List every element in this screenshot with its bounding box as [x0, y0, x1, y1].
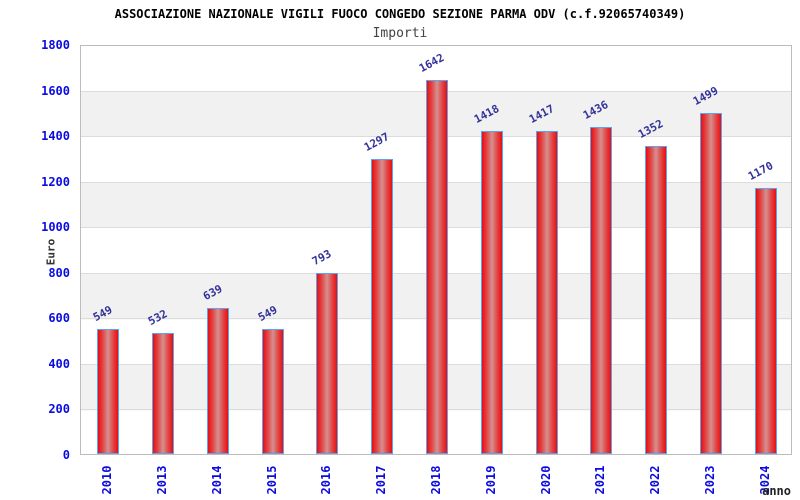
bar-value-label: 793: [310, 247, 334, 269]
bar-2022: [645, 146, 668, 454]
y-tick-label: 1400: [41, 129, 70, 144]
bar-value-label: 1352: [635, 117, 666, 142]
bar-value-label: 1297: [362, 129, 392, 154]
bar-2015: [261, 328, 284, 454]
x-tick-label: 2021: [593, 465, 608, 495]
bar-value-label: 549: [91, 303, 115, 324]
x-tick-label: 2019: [483, 465, 498, 495]
bar-2023: [699, 112, 722, 454]
y-tick-label: 800: [48, 265, 70, 280]
x-tick-label: 2013: [155, 465, 170, 495]
bar-slot-2016: 793: [300, 46, 355, 454]
bar-slot-2017: 1297: [355, 46, 410, 454]
y-axis-title: Euro: [44, 238, 58, 266]
chart-subtitle: Importi: [372, 26, 428, 41]
bar-slot-2022: 1352: [629, 46, 684, 454]
bar-2020: [535, 131, 558, 454]
bar-value-label: 1436: [581, 98, 611, 122]
x-tick-label: 2020: [538, 465, 553, 495]
x-tick-label: 2010: [100, 465, 115, 495]
bar-slot-2013: 532: [136, 46, 191, 454]
bar-value-label: 1170: [745, 158, 775, 183]
y-tick-label: 1800: [41, 38, 70, 52]
y-tick-label: 1600: [41, 83, 70, 98]
x-tick-label: 2018: [429, 465, 443, 495]
y-tick-label: 400: [48, 356, 70, 371]
bar-slot-2024: 1170: [738, 46, 793, 454]
bar-slot-2018: 1642: [410, 46, 465, 454]
bar-value-label: 532: [146, 307, 170, 328]
x-tick-label: 2017: [374, 465, 389, 495]
bar-2016: [316, 273, 339, 454]
bar-2014: [206, 308, 229, 454]
bar-slot-2019: 1418: [464, 46, 519, 454]
y-tick-label: 0: [62, 448, 70, 462]
bar-value-label: 1499: [690, 83, 721, 108]
bar-2017: [371, 158, 394, 454]
bar-2021: [590, 126, 613, 454]
x-tick-label: 2014: [209, 465, 224, 495]
bar-2019: [480, 131, 503, 454]
bar-2024: [754, 187, 777, 454]
bar-value-label: 639: [200, 282, 225, 304]
bar-slot-2015: 549: [245, 46, 300, 454]
bar-value-label: 1642: [416, 51, 447, 75]
chart-title: ASSOCIAZIONE NAZIONALE VIGILI FUOCO CONG…: [114, 7, 686, 21]
bar-slot-2014: 639: [191, 46, 246, 454]
bar-2013: [152, 332, 175, 454]
y-tick-label: 200: [48, 402, 70, 417]
bar-slot-2020: 1417: [519, 46, 574, 454]
y-tick-label: 1000: [41, 220, 70, 235]
bar-slot-2023: 1499: [683, 46, 738, 454]
x-tick-label: 2023: [702, 465, 717, 495]
x-tick-label: 2015: [264, 465, 279, 495]
x-axis-title: anno: [762, 484, 791, 498]
bar-2018: [425, 80, 448, 454]
bar-value-label: 1418: [471, 102, 502, 127]
bar-value-label: 1417: [526, 102, 556, 127]
x-tick-label: 2022: [648, 465, 663, 495]
x-tick-label: 2016: [319, 465, 334, 495]
bar-2010: [97, 328, 120, 454]
plot-area: 549 532 639 549 793 1297 1642 1418 1417 1436 1352 1…: [80, 45, 792, 455]
y-tick-label: 600: [48, 311, 70, 326]
bar-slot-2021: 1436: [574, 46, 629, 454]
bar-value-label: 549: [255, 303, 280, 324]
bar-slot-2010: 549: [81, 46, 136, 454]
y-tick-label: 1200: [41, 174, 70, 189]
